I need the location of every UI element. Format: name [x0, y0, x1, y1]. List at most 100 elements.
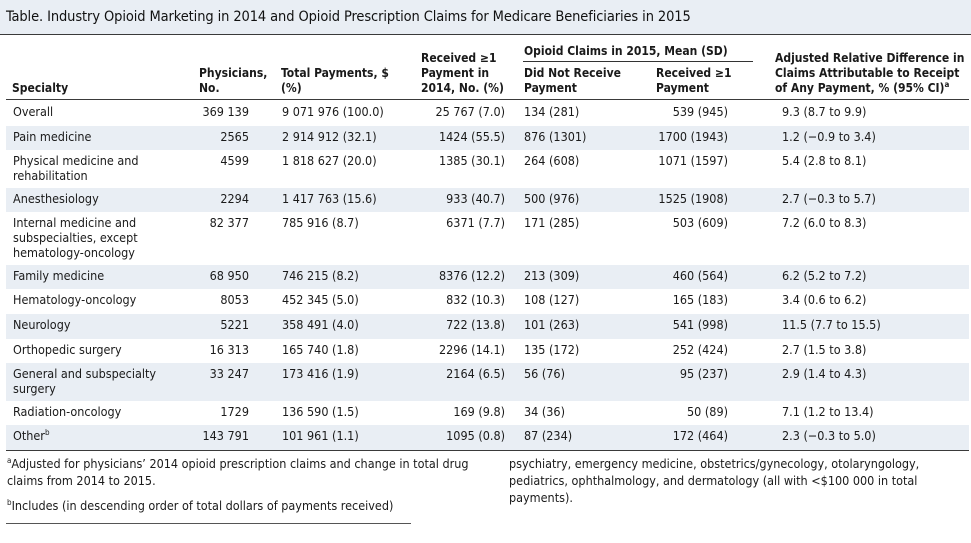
cell-adjusted-difference: 6.2 (5.2 to 7.2) [782, 268, 867, 283]
cell-adjusted-difference: 7.1 (1.2 to 13.4) [782, 404, 874, 419]
footnote-a: aAdjusted for physicians’ 2014 opioid pr… [7, 455, 469, 488]
cell-physicians: 4599 [220, 153, 249, 168]
cell-specialty: Physical medicine and rehabilitation [13, 153, 139, 183]
cell-total-payments: 785 916 (8.7) [282, 215, 359, 230]
cell-physicians: 68 950 [209, 268, 249, 283]
cell-did-not-receive: 171 (285) [524, 215, 580, 230]
cell-physicians: 5221 [220, 317, 249, 332]
cell-total-payments: 173 416 (1.9) [282, 366, 359, 381]
cell-specialty: Anesthesiology [13, 191, 99, 206]
header-specialty: Specialty [12, 81, 69, 95]
table-row: Internal medicine and subspecialties, exc… [6, 212, 969, 265]
footnote-b-continued: psychiatry, emergency medicine, obstetri… [509, 456, 920, 505]
cell-received-payment: 50 (89) [687, 404, 728, 419]
cell-did-not-receive: 876 (1301) [524, 129, 587, 144]
cell-adjusted-difference: 9.3 (8.7 to 9.9) [782, 104, 867, 119]
cell-did-not-receive: 108 (127) [524, 292, 580, 307]
cell-adjusted-difference: 11.5 (7.7 to 15.5) [782, 317, 881, 332]
cell-did-not-receive: 101 (263) [524, 317, 580, 332]
cell-total-payments: 9 071 976 (100.0) [282, 104, 384, 119]
cell-physicians: 369 139 [202, 104, 250, 119]
cell-received-2014: 722 (13.8) [446, 317, 505, 332]
cell-specialty: Internal medicine and subspecialties, exc… [13, 215, 138, 260]
cell-specialty: Neurology [13, 317, 71, 332]
cell-total-payments: 452 345 (5.0) [282, 292, 359, 307]
cell-received-payment: 541 (998) [672, 317, 728, 332]
cell-received-payment: 460 (564) [672, 268, 728, 283]
cell-received-2014: 832 (10.3) [446, 292, 505, 307]
header-rule [6, 99, 969, 100]
header-adjusted-difference: Adjusted Relative Difference in Claims A… [775, 51, 965, 95]
cell-specialty: Otherb [13, 427, 50, 443]
cell-total-payments: 1 818 627 (20.0) [282, 153, 377, 168]
cell-received-2014: 1424 (55.5) [439, 129, 505, 144]
cell-did-not-receive: 56 (76) [524, 366, 565, 381]
title-bar: Table. Industry Opioid Marketing in 2014… [0, 0, 971, 35]
cell-adjusted-difference: 2.7 (1.5 to 3.8) [782, 342, 867, 357]
header-received-payment: Received ≥1 Payment [656, 66, 732, 95]
table-row: General and subspecialty surgery 33 247 173… [6, 363, 969, 401]
header-physicians: Physicians, No. [199, 66, 268, 95]
table-bottom-rule [6, 450, 969, 451]
cell-adjusted-difference: 2.9 (1.4 to 4.3) [782, 366, 867, 381]
cell-specialty: Hematology-oncology [13, 292, 137, 307]
cell-did-not-receive: 213 (309) [524, 268, 580, 283]
group-header-rule [523, 61, 753, 62]
cell-did-not-receive: 264 (608) [524, 153, 580, 168]
table-row: Overall 369 139 9 071 976 (100.0) 25 767 (7… [6, 101, 969, 125]
cell-received-2014: 169 (9.8) [453, 404, 505, 419]
cell-received-payment: 252 (424) [672, 342, 728, 357]
cell-did-not-receive: 87 (234) [524, 428, 573, 443]
cell-specialty: Family medicine [13, 268, 105, 283]
cell-did-not-receive: 135 (172) [524, 342, 580, 357]
footnote-b: bIncludes (in descending order of total … [7, 497, 394, 513]
table-row: Physical medicine and rehabilitation 4599 1… [6, 150, 969, 188]
cell-received-2014: 2296 (14.1) [439, 342, 505, 357]
table-row: Neurology 5221 358 491 (4.0) 722 (13.8) 101 … [6, 314, 969, 339]
cell-adjusted-difference: 5.4 (2.8 to 8.1) [782, 153, 867, 168]
cell-specialty: Radiation-oncology [13, 404, 122, 419]
table-row: Family medicine 68 950 746 215 (8.2) 8376 (… [6, 265, 969, 289]
table-row: Pain medicine 2565 2 914 912 (32.1) 1424 (5… [6, 126, 969, 150]
cell-received-payment: 95 (237) [679, 366, 728, 381]
cell-did-not-receive: 34 (36) [524, 404, 565, 419]
table-row: Orthopedic surgery 16 313 165 740 (1.8) 229… [6, 339, 969, 363]
cell-received-payment: 172 (464) [672, 428, 728, 443]
cell-received-payment: 1700 (1943) [658, 129, 728, 144]
cell-adjusted-difference: 2.3 (−0.3 to 5.0) [782, 428, 876, 443]
cell-physicians: 2565 [220, 129, 249, 144]
cell-adjusted-difference: 1.2 (−0.9 to 3.4) [782, 129, 876, 144]
cell-did-not-receive: 500 (976) [524, 191, 580, 206]
cell-total-payments: 2 914 912 (32.1) [282, 129, 377, 144]
cell-physicians: 1729 [220, 404, 249, 419]
cell-physicians: 8053 [220, 292, 249, 307]
cell-adjusted-difference: 7.2 (6.0 to 8.3) [782, 215, 867, 230]
cell-physicians: 82 377 [209, 215, 249, 230]
footnote-b-marker: b [44, 427, 50, 437]
table-row: Otherb 143 791 101 961 (1.1) 1095 (0.8) 87 (… [6, 425, 969, 450]
cell-received-2014: 25 767 (7.0) [435, 104, 505, 119]
cell-received-2014: 1385 (30.1) [439, 153, 505, 168]
cell-total-payments: 1 417 763 (15.6) [282, 191, 377, 206]
cell-physicians: 2294 [220, 191, 249, 206]
cell-specialty: Pain medicine [13, 129, 92, 144]
cell-adjusted-difference: 2.7 (−0.3 to 5.7) [782, 191, 876, 206]
cell-received-payment: 539 (945) [672, 104, 728, 119]
table-row: Anesthesiology 2294 1 417 763 (15.6) 933 (4… [6, 188, 969, 212]
cell-specialty: Orthopedic surgery [13, 342, 122, 357]
cell-received-2014: 1095 (0.8) [446, 428, 505, 443]
cell-received-payment: 503 (609) [672, 215, 728, 230]
cell-received-2014: 8376 (12.2) [439, 268, 505, 283]
footnote-a-marker: a [944, 80, 950, 89]
cell-received-2014: 933 (40.7) [446, 191, 505, 206]
cell-total-payments: 165 740 (1.8) [282, 342, 359, 357]
cell-received-2014: 2164 (6.5) [446, 366, 505, 381]
table-row: Hematology-oncology 8053 452 345 (5.0) 832 … [6, 289, 969, 314]
cell-total-payments: 358 491 (4.0) [282, 317, 359, 332]
header-total-payments: Total Payments, $ (%) [281, 66, 389, 95]
footnote-end-rule [6, 523, 411, 524]
header-opioid-claims-group: Opioid Claims in 2015, Mean (SD) [524, 44, 728, 58]
cell-did-not-receive: 134 (281) [524, 104, 580, 119]
header-did-not-receive: Did Not Receive Payment [524, 66, 621, 95]
